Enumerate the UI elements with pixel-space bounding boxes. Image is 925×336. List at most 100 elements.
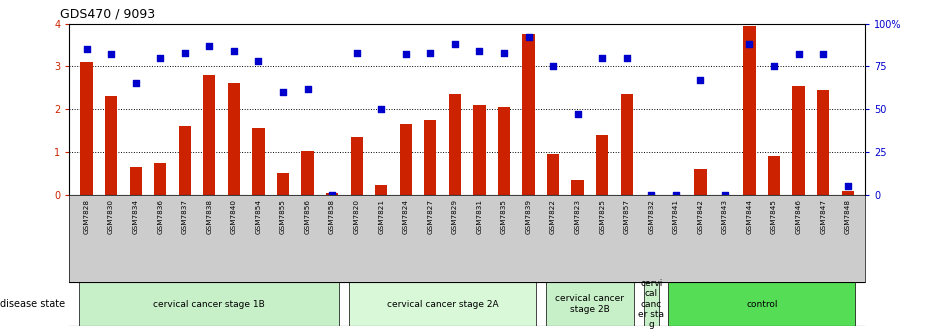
- Bar: [793, 86, 805, 195]
- Point: [399, 52, 413, 57]
- Text: cervical cancer
stage 2B: cervical cancer stage 2B: [555, 294, 624, 314]
- Point: [570, 112, 585, 117]
- Text: GSM7836: GSM7836: [157, 199, 163, 234]
- Point: [718, 192, 733, 198]
- Bar: [326, 193, 339, 195]
- Bar: [644, 282, 659, 326]
- Point: [178, 50, 192, 55]
- Text: GSM7847: GSM7847: [820, 199, 826, 234]
- Text: GSM7832: GSM7832: [648, 199, 654, 234]
- Point: [693, 77, 708, 83]
- Bar: [80, 62, 92, 195]
- Point: [742, 41, 757, 47]
- Point: [300, 86, 314, 91]
- Text: GSM7856: GSM7856: [304, 199, 311, 234]
- Bar: [375, 185, 388, 195]
- Point: [497, 50, 512, 55]
- Text: disease state: disease state: [0, 299, 65, 309]
- Point: [840, 183, 855, 189]
- Bar: [130, 167, 142, 195]
- Point: [791, 52, 806, 57]
- Text: GSM7858: GSM7858: [329, 199, 335, 234]
- Point: [620, 55, 635, 60]
- Text: GSM7820: GSM7820: [353, 199, 360, 234]
- Bar: [105, 96, 117, 195]
- Bar: [351, 137, 363, 195]
- Bar: [547, 154, 560, 195]
- Text: GSM7857: GSM7857: [623, 199, 630, 234]
- Bar: [744, 26, 756, 195]
- Text: GSM7829: GSM7829: [451, 199, 458, 234]
- Bar: [80, 282, 339, 326]
- Text: GSM7825: GSM7825: [599, 199, 605, 234]
- Point: [669, 192, 684, 198]
- Text: GSM7827: GSM7827: [427, 199, 433, 234]
- Point: [251, 58, 265, 64]
- Point: [202, 43, 216, 48]
- Bar: [350, 282, 536, 326]
- Bar: [546, 282, 634, 326]
- Point: [816, 52, 831, 57]
- Bar: [572, 180, 584, 195]
- Point: [350, 50, 364, 55]
- Bar: [253, 128, 265, 195]
- Bar: [695, 169, 707, 195]
- Bar: [498, 107, 510, 195]
- Text: GSM7844: GSM7844: [746, 199, 752, 234]
- Bar: [179, 126, 191, 195]
- Point: [374, 107, 388, 112]
- Point: [644, 192, 659, 198]
- Text: GSM7821: GSM7821: [378, 199, 384, 234]
- Text: GSM7854: GSM7854: [255, 199, 262, 234]
- Bar: [596, 135, 609, 195]
- Bar: [842, 191, 854, 195]
- Bar: [669, 282, 855, 326]
- Bar: [400, 124, 412, 195]
- Text: GSM7834: GSM7834: [132, 199, 139, 234]
- Text: GSM7837: GSM7837: [182, 199, 188, 234]
- Text: GSM7838: GSM7838: [206, 199, 213, 234]
- Text: control: control: [746, 300, 778, 308]
- Text: GSM7831: GSM7831: [476, 199, 483, 234]
- Text: GSM7839: GSM7839: [525, 199, 532, 234]
- Point: [227, 48, 241, 54]
- Bar: [817, 90, 830, 195]
- Text: GSM7841: GSM7841: [672, 199, 679, 234]
- Text: GSM7840: GSM7840: [231, 199, 237, 234]
- Bar: [768, 156, 780, 195]
- Point: [546, 64, 561, 69]
- Point: [276, 89, 290, 95]
- Text: GSM7835: GSM7835: [501, 199, 507, 234]
- Text: GSM7843: GSM7843: [722, 199, 728, 234]
- Bar: [474, 105, 486, 195]
- Text: cervi
cal
canc
er sta
g: cervi cal canc er sta g: [638, 279, 664, 329]
- Text: cervical cancer stage 2A: cervical cancer stage 2A: [387, 300, 499, 308]
- Text: GDS470 / 9093: GDS470 / 9093: [60, 7, 155, 20]
- Bar: [302, 151, 314, 195]
- Point: [104, 52, 118, 57]
- Text: GSM7855: GSM7855: [280, 199, 286, 234]
- Point: [448, 41, 462, 47]
- Text: GSM7845: GSM7845: [771, 199, 777, 234]
- Point: [153, 55, 167, 60]
- Point: [472, 48, 487, 54]
- Point: [423, 50, 438, 55]
- Text: GSM7848: GSM7848: [845, 199, 851, 234]
- Text: GSM7842: GSM7842: [697, 199, 703, 234]
- Bar: [277, 173, 290, 195]
- Text: GSM7823: GSM7823: [574, 199, 581, 234]
- Point: [595, 55, 610, 60]
- Text: GSM7830: GSM7830: [108, 199, 114, 234]
- Point: [767, 64, 782, 69]
- Bar: [154, 163, 166, 195]
- Text: GSM7824: GSM7824: [402, 199, 409, 234]
- Point: [129, 81, 143, 86]
- Bar: [228, 84, 240, 195]
- Bar: [523, 34, 535, 195]
- Point: [325, 192, 339, 198]
- Bar: [425, 120, 437, 195]
- Bar: [449, 94, 461, 195]
- Text: cervical cancer stage 1B: cervical cancer stage 1B: [154, 300, 265, 308]
- Point: [521, 35, 536, 40]
- Text: GSM7822: GSM7822: [550, 199, 556, 234]
